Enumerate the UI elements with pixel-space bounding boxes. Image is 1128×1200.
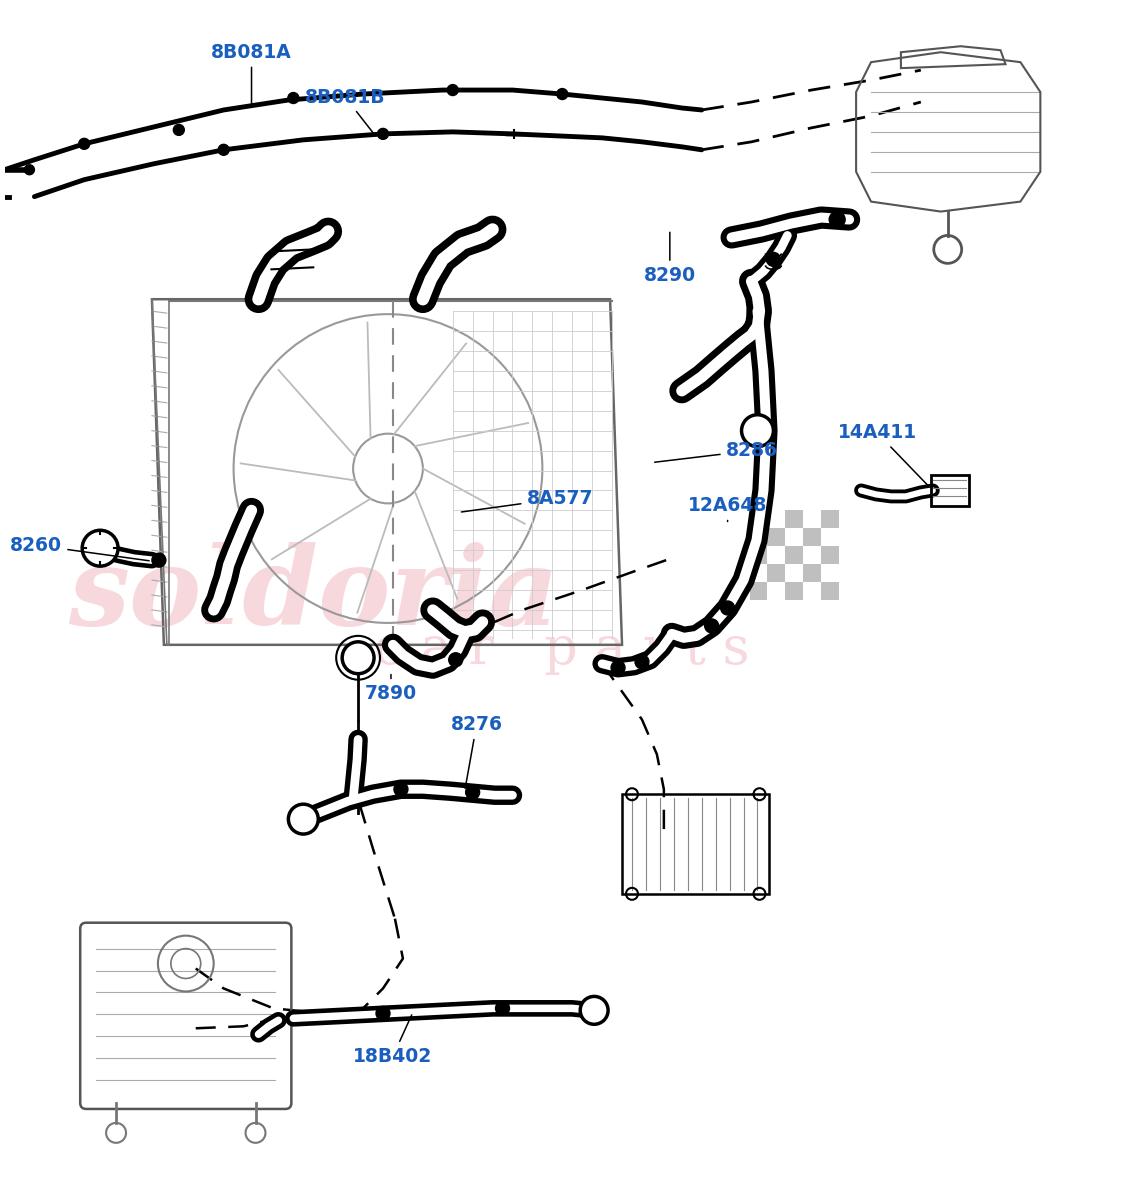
Circle shape (557, 89, 567, 100)
Bar (749, 564, 767, 582)
Text: 8260: 8260 (10, 535, 149, 560)
Bar (803, 564, 821, 582)
Text: 14A411: 14A411 (837, 424, 928, 486)
Circle shape (394, 782, 408, 797)
Text: 18B402: 18B402 (353, 1015, 432, 1066)
Circle shape (495, 1001, 510, 1015)
Text: 12A648: 12A648 (688, 496, 767, 522)
Bar (749, 546, 767, 564)
Circle shape (829, 211, 845, 228)
Circle shape (376, 1007, 390, 1020)
Circle shape (741, 415, 774, 446)
Circle shape (635, 655, 649, 668)
Bar (749, 582, 767, 600)
Text: 8286: 8286 (654, 442, 777, 462)
Bar (785, 528, 803, 546)
Circle shape (447, 84, 458, 96)
Bar (785, 546, 803, 564)
Text: 8276: 8276 (450, 715, 503, 788)
Circle shape (288, 92, 299, 103)
Bar (767, 528, 785, 546)
Circle shape (174, 125, 184, 136)
Bar (767, 582, 785, 600)
Circle shape (378, 128, 388, 139)
Text: 8290: 8290 (644, 233, 696, 284)
Circle shape (152, 553, 166, 568)
Bar (931, 474, 969, 506)
Bar (767, 510, 785, 528)
Circle shape (79, 138, 90, 149)
Bar (803, 528, 821, 546)
Bar (821, 528, 839, 546)
Bar (821, 546, 839, 564)
Bar (749, 510, 767, 528)
Bar (821, 510, 839, 528)
Circle shape (721, 601, 734, 614)
Bar (622, 794, 769, 894)
Circle shape (705, 619, 719, 632)
Circle shape (289, 804, 318, 834)
Bar (803, 582, 821, 600)
Bar (749, 528, 767, 546)
Circle shape (580, 996, 608, 1025)
Bar (821, 564, 839, 582)
Bar (821, 582, 839, 600)
Circle shape (766, 252, 781, 266)
Circle shape (82, 530, 118, 566)
Text: soldoria: soldoria (68, 542, 558, 648)
Text: 8B081B: 8B081B (305, 88, 386, 136)
Bar (767, 564, 785, 582)
Circle shape (25, 164, 34, 175)
Circle shape (611, 661, 625, 674)
Text: c a r   p a r t s: c a r p a r t s (374, 624, 750, 676)
Text: 7890: 7890 (364, 674, 417, 703)
Circle shape (342, 642, 374, 673)
Bar (785, 582, 803, 600)
Bar (803, 546, 821, 564)
Circle shape (218, 144, 229, 155)
Text: 8A577: 8A577 (461, 488, 593, 512)
Bar (785, 564, 803, 582)
Bar (767, 546, 785, 564)
Bar (785, 510, 803, 528)
Circle shape (449, 653, 462, 667)
Text: 8B081A: 8B081A (211, 43, 292, 107)
Bar (803, 510, 821, 528)
Circle shape (466, 785, 479, 799)
